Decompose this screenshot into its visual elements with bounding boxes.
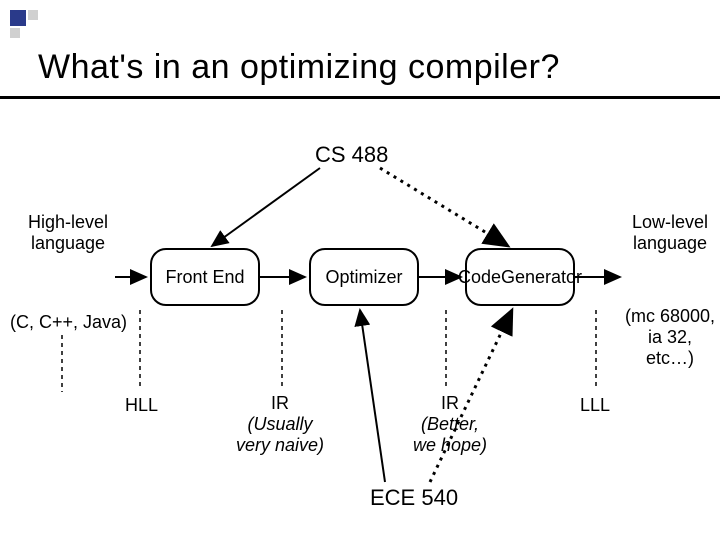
- right-sub-line3: etc…): [646, 348, 694, 368]
- left-side-line2: language: [31, 233, 105, 253]
- corner-decoration: [10, 10, 40, 40]
- top-label-cs488: CS 488: [315, 142, 388, 168]
- right-sub-line2: ia 32,: [648, 327, 692, 347]
- title-underline: [0, 96, 720, 99]
- right-side-label: Low-level language: [625, 212, 715, 254]
- right-sub-line1: (mc 68000,: [625, 306, 715, 326]
- ir2-line2: (Better,: [421, 414, 479, 434]
- right-sub-label: (mc 68000, ia 32, etc…): [620, 306, 720, 369]
- right-side-line2: language: [633, 233, 707, 253]
- box-code-generator: Code Generator: [465, 248, 575, 306]
- lll-label: LLL: [580, 395, 610, 416]
- box-gen-line1: Code: [458, 267, 501, 288]
- left-side-line1: High-level: [28, 212, 108, 232]
- ir2-line1: IR: [441, 393, 459, 413]
- ir1-line3: very naive): [236, 435, 324, 455]
- left-sub-label: (C, C++, Java): [10, 312, 127, 333]
- ir1-line2: (Usually: [247, 414, 312, 434]
- box-front-label: Front End: [165, 267, 244, 288]
- ir1-label: IR (Usually very naive): [225, 393, 335, 456]
- ir2-line3: we hope): [413, 435, 487, 455]
- page-title: What's in an optimizing compiler?: [38, 48, 560, 87]
- hll-label: HLL: [125, 395, 158, 416]
- ir2-label: IR (Better, we hope): [400, 393, 500, 456]
- bottom-label-ece540: ECE 540: [370, 485, 458, 511]
- box-front-end: Front End: [150, 248, 260, 306]
- box-optimizer: Optimizer: [309, 248, 419, 306]
- ir1-line1: IR: [271, 393, 289, 413]
- left-side-label: High-level language: [18, 212, 118, 254]
- right-side-line1: Low-level: [632, 212, 708, 232]
- box-gen-line2: Generator: [501, 267, 582, 288]
- box-opt-label: Optimizer: [325, 267, 402, 288]
